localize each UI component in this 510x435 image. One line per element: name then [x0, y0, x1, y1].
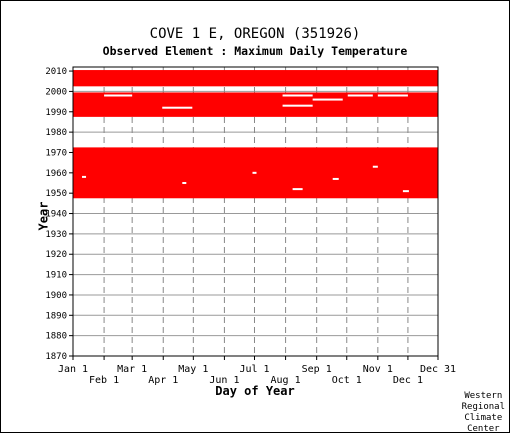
credit-line: Regional — [461, 402, 505, 412]
missing-gap — [282, 104, 313, 107]
x-tick-label: Jun 1 — [209, 375, 239, 386]
y-tick-label: 1980 — [45, 128, 67, 138]
x-tick-label: Apr 1 — [148, 375, 178, 386]
x-tick-label: Feb 1 — [89, 375, 119, 386]
x-tick-label: Jan 1 — [58, 364, 88, 375]
plot-border — [72, 66, 439, 357]
missing-gap — [82, 175, 87, 178]
missing-gap — [182, 182, 187, 185]
x-tick-label: Nov 1 — [363, 364, 393, 375]
y-tick-label: 1910 — [45, 271, 67, 281]
observed-band — [73, 92, 438, 117]
y-tick-label: 1870 — [45, 352, 67, 362]
missing-gap — [282, 94, 313, 97]
y-tick-label: 1950 — [45, 189, 67, 199]
x-tick-label: Oct 1 — [332, 375, 362, 386]
missing-gap — [312, 98, 343, 101]
y-tick-label: 1940 — [45, 210, 67, 220]
y-tick-label: 1990 — [45, 108, 67, 118]
x-tick-label: Sep 1 — [302, 364, 332, 375]
missing-gap — [332, 177, 339, 180]
missing-gap — [377, 94, 408, 97]
x-tick-label: Mar 1 — [117, 364, 147, 375]
y-tick-label: 1920 — [45, 250, 67, 260]
y-tick-label: 1970 — [45, 148, 67, 158]
y-tick-label: 2010 — [45, 67, 67, 77]
chart-subtitle: Observed Element : Maximum Daily Tempera… — [102, 44, 408, 58]
x-tick-label: Jul 1 — [239, 364, 269, 375]
x-tick-label: May 1 — [178, 364, 208, 375]
missing-gap — [292, 188, 303, 191]
credit-block: Western Regional Climate Center — [462, 391, 505, 435]
y-tick-label: 2000 — [45, 87, 67, 97]
missing-gap — [104, 94, 133, 97]
credit-line: Climate — [464, 413, 503, 423]
chart-title: COVE 1 E, OREGON (351926) — [149, 26, 361, 42]
missing-gap — [347, 94, 373, 97]
y-tick-label: 1900 — [45, 291, 67, 301]
missing-gap — [252, 171, 257, 174]
x-tick-label: Dec 31 — [420, 364, 456, 375]
x-axis-label: Day of Year — [215, 384, 295, 398]
x-tick-label: Aug 1 — [271, 375, 301, 386]
y-tick-label: 1880 — [45, 332, 67, 342]
credit-line: Center — [467, 424, 500, 434]
y-tick-label: 1960 — [45, 169, 67, 179]
y-tick-label: 1890 — [45, 311, 67, 321]
observed-band — [73, 70, 438, 87]
y-axis-label: Year — [36, 201, 51, 231]
x-tick-label: Dec 1 — [393, 375, 423, 386]
missing-gap — [372, 165, 378, 168]
missing-gap — [162, 106, 193, 109]
y-tick-label: 1930 — [45, 230, 67, 240]
missing-gap — [402, 190, 409, 193]
credit-line: Western — [464, 391, 503, 401]
